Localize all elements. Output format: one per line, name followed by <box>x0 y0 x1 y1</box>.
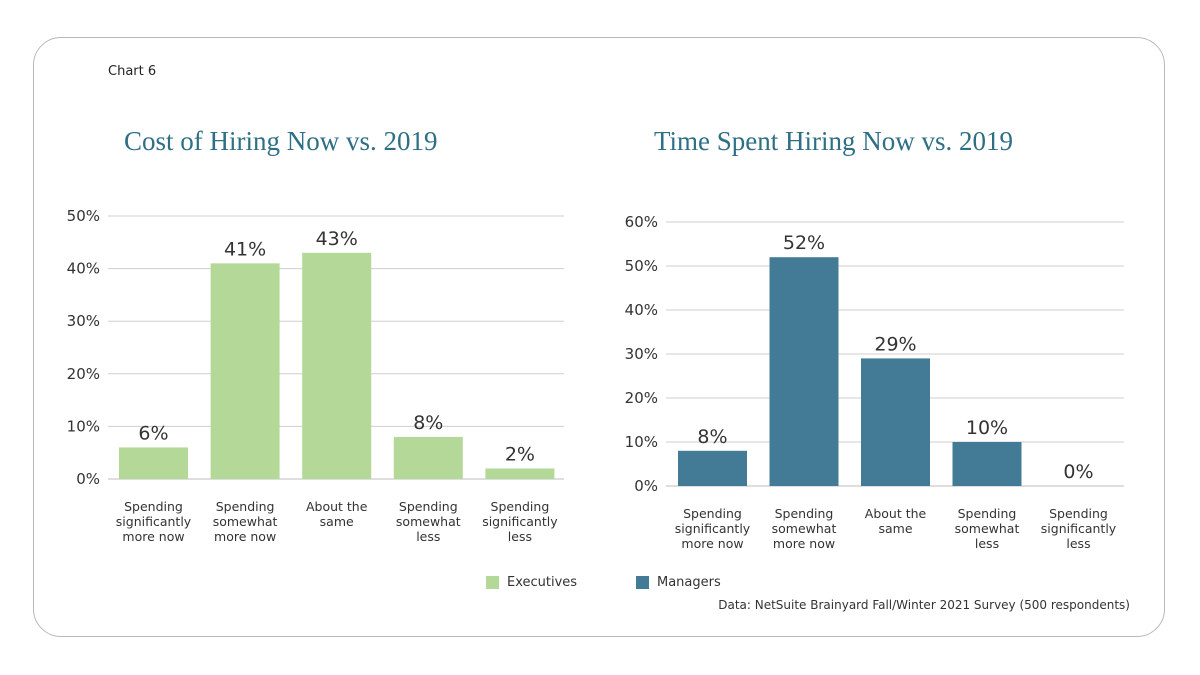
x-tick-label-cost-1-2: more now <box>214 529 276 544</box>
data-label-cost-2: 43% <box>316 228 358 250</box>
y-tick-label-cost-2: 20% <box>67 365 100 383</box>
legend-executives: Executives <box>486 575 577 590</box>
y-tick-label-time-2: 20% <box>625 389 658 407</box>
data-label-time-0: 8% <box>697 426 727 448</box>
x-tick-label-cost-2-0: About the <box>306 499 368 514</box>
legend-managers: Managers <box>636 575 721 590</box>
data-label-cost-0: 6% <box>138 422 168 444</box>
x-tick-label-cost-2-1: same <box>320 514 354 529</box>
chart-number-label: Chart 6 <box>108 64 157 79</box>
x-tick-label-time-2-0: About the <box>865 506 927 521</box>
bar-time-3 <box>952 442 1022 486</box>
y-tick-label-cost-0: 0% <box>76 470 100 488</box>
x-tick-label-cost-1-0: Spending <box>216 499 275 514</box>
x-tick-label-time-3-1: somewhat <box>955 521 1020 536</box>
x-tick-label-time-4-0: Spending <box>1049 506 1108 521</box>
x-tick-label-cost-0-1: significantly <box>116 514 192 529</box>
x-tick-label-cost-3-2: less <box>416 529 440 544</box>
bar-cost-1 <box>210 263 280 479</box>
x-tick-label-cost-3-1: somewhat <box>396 514 461 529</box>
chart-title-time: Time Spent Hiring Now vs. 2019 <box>654 126 1014 156</box>
x-tick-label-time-1-0: Spending <box>775 506 834 521</box>
bar-cost-3 <box>393 436 463 479</box>
x-tick-label-time-4-1: significantly <box>1041 521 1117 536</box>
x-tick-label-cost-1-1: somewhat <box>213 514 278 529</box>
data-label-time-4: 0% <box>1063 461 1093 483</box>
x-tick-label-time-0-1: significantly <box>675 521 751 536</box>
x-tick-label-time-3-2: less <box>975 536 999 551</box>
y-tick-label-cost-3: 30% <box>67 312 100 330</box>
legend-label-executives: Executives <box>507 575 578 590</box>
chart-title-cost: Cost of Hiring Now vs. 2019 <box>124 126 438 156</box>
data-label-cost-1: 41% <box>224 238 266 260</box>
x-tick-label-cost-0-2: more now <box>122 529 184 544</box>
y-tick-label-cost-1: 10% <box>67 417 100 435</box>
x-tick-label-time-4-2: less <box>1066 536 1090 551</box>
bar-cost-4 <box>485 468 555 479</box>
legend-swatch-executives <box>486 576 499 589</box>
y-tick-label-cost-5: 50% <box>67 207 100 225</box>
x-tick-label-time-2-1: same <box>878 521 912 536</box>
data-label-time-2: 29% <box>874 333 916 355</box>
legend-swatch-managers <box>636 576 649 589</box>
data-label-cost-3: 8% <box>413 412 443 434</box>
bar-time-2 <box>861 358 930 486</box>
data-label-cost-4: 2% <box>505 443 535 465</box>
x-tick-label-cost-4-2: less <box>508 529 532 544</box>
bar-cost-0 <box>119 447 188 479</box>
y-tick-label-time-3: 30% <box>625 345 658 363</box>
x-tick-label-time-0-0: Spending <box>683 506 742 521</box>
y-tick-label-time-0: 0% <box>634 477 658 495</box>
bar-cost-2 <box>302 252 372 479</box>
bar-time-0 <box>678 450 747 486</box>
x-tick-label-time-0-2: more now <box>681 536 743 551</box>
x-tick-label-time-1-2: more now <box>773 536 835 551</box>
data-label-time-1: 52% <box>783 232 825 254</box>
x-tick-label-time-3-0: Spending <box>958 506 1017 521</box>
y-tick-label-time-1: 10% <box>625 433 658 451</box>
x-tick-label-cost-0-0: Spending <box>124 499 183 514</box>
x-tick-label-cost-4-1: significantly <box>482 514 558 529</box>
x-tick-label-cost-3-0: Spending <box>399 499 458 514</box>
data-label-time-3: 10% <box>966 417 1008 439</box>
y-tick-label-time-6: 60% <box>625 213 658 231</box>
y-tick-label-time-4: 40% <box>625 301 658 319</box>
x-tick-label-time-1-1: somewhat <box>772 521 837 536</box>
y-tick-label-cost-4: 40% <box>67 260 100 278</box>
y-tick-label-time-5: 50% <box>625 257 658 275</box>
x-tick-label-cost-4-0: Spending <box>491 499 550 514</box>
bar-time-1 <box>769 257 839 486</box>
source-note: Data: NetSuite Brainyard Fall/Winter 202… <box>718 598 1130 612</box>
legend-label-managers: Managers <box>657 575 721 590</box>
